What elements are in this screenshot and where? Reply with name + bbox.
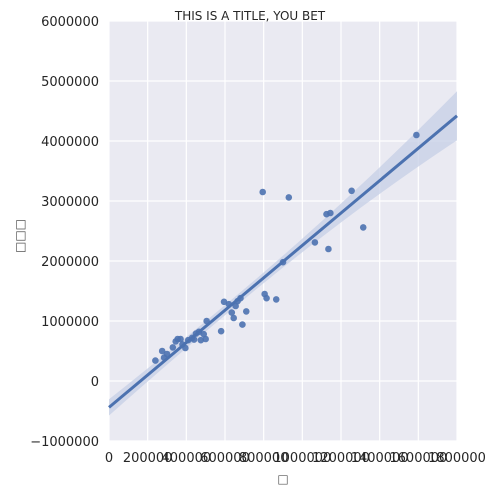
x-tick-label: 200000 (123, 451, 173, 466)
data-point (182, 344, 189, 352)
data-point (230, 314, 237, 322)
data-point (413, 131, 420, 139)
data-point (202, 335, 209, 343)
data-point (348, 187, 355, 195)
y-tick-label: 0 (91, 375, 99, 390)
y-tick-label: 4000000 (41, 135, 99, 150)
data-point (169, 344, 177, 351)
data-point (177, 335, 184, 343)
data-point (279, 258, 287, 266)
y-tick-label: 6000000 (41, 15, 99, 30)
x-tick-label: 0 (105, 451, 113, 466)
y-tick-label: 5000000 (41, 75, 99, 90)
plot-background (109, 21, 457, 441)
data-point (203, 317, 210, 325)
x-tick-label: 1400000 (351, 451, 409, 466)
x-tick-label: 1600000 (389, 451, 447, 466)
y-axis-label: □□□ (13, 219, 27, 253)
x-axis-label: □ (277, 472, 288, 486)
data-point (325, 245, 332, 253)
data-point (237, 294, 244, 302)
data-point (239, 321, 246, 328)
data-point (225, 300, 233, 308)
scatter-points (152, 131, 420, 364)
data-point (190, 336, 198, 343)
x-tick-label: 800000 (239, 451, 289, 466)
data-point (259, 188, 267, 196)
x-tick-label: 1800000 (428, 451, 486, 466)
x-tick-label: 1000000 (273, 451, 331, 466)
x-tick-labels: 0 200000400000600000800000100000012000001… (105, 451, 486, 466)
data-point (152, 357, 159, 364)
data-point (327, 209, 334, 217)
data-point (359, 224, 367, 231)
x-tick-label: 1200000 (312, 451, 370, 466)
data-point (272, 296, 280, 303)
data-point (217, 327, 225, 335)
y-tick-label: 1000000 (41, 315, 99, 330)
y-tick-labels: −1000000 0 1000000 2000000 3000000 4000000 500… (30, 15, 99, 450)
data-point (242, 308, 250, 315)
data-point (228, 309, 236, 316)
chart-title: THIS IS A TITLE, YOU BET (174, 9, 326, 23)
y-tick-label: 2000000 (41, 255, 99, 270)
x-tick-label: 400000 (162, 451, 212, 466)
data-point (285, 194, 293, 201)
data-point (311, 239, 319, 246)
x-tick-label: 600000 (200, 451, 250, 466)
y-tick-label: −1000000 (30, 435, 99, 450)
data-point (263, 294, 270, 302)
data-point (158, 347, 166, 355)
data-point (163, 350, 171, 358)
y-tick-label: 3000000 (41, 195, 99, 210)
